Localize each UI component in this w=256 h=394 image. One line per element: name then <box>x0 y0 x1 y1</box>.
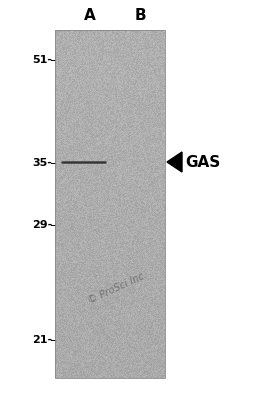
Text: B: B <box>134 7 146 22</box>
Text: 51-: 51- <box>32 55 52 65</box>
Text: A: A <box>84 7 96 22</box>
Text: 29-: 29- <box>32 220 52 230</box>
Text: © ProSci Inc.: © ProSci Inc. <box>87 270 149 306</box>
Text: GAS: GAS <box>185 154 220 169</box>
Text: 21-: 21- <box>32 335 52 345</box>
Text: 35-: 35- <box>32 158 52 168</box>
Bar <box>55 30 165 378</box>
Polygon shape <box>167 152 182 172</box>
